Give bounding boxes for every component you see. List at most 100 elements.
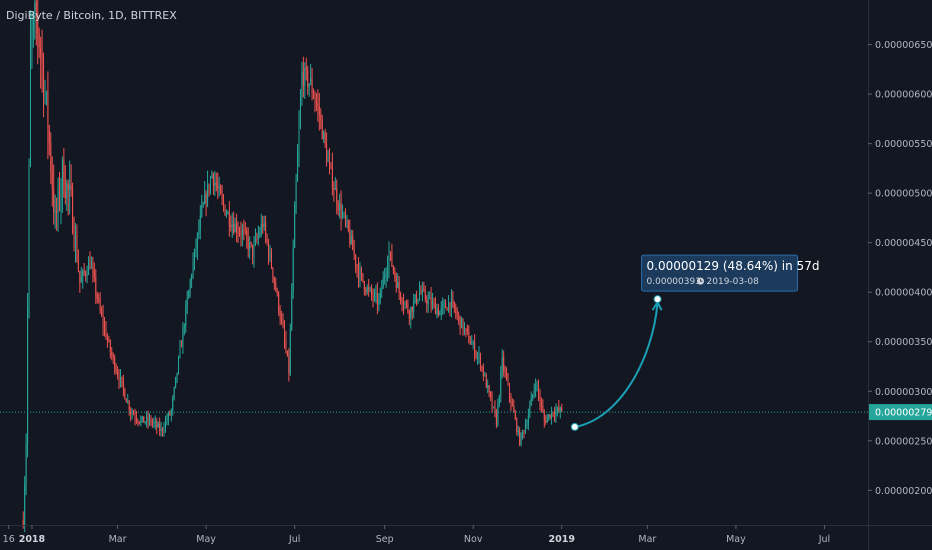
candle-body [298, 125, 300, 154]
candle-body [508, 383, 510, 396]
candle-body [437, 309, 439, 316]
candle-body [227, 212, 229, 214]
candle-body [285, 340, 287, 351]
candle-body [205, 194, 207, 204]
candle-body [491, 397, 493, 408]
candle-body [262, 223, 264, 227]
candle-body [400, 293, 402, 301]
candle-body [519, 429, 521, 445]
candle-body [458, 315, 460, 317]
candle-body [497, 403, 499, 425]
candle-body [111, 352, 113, 356]
candle-body [66, 183, 68, 199]
candle-body [252, 244, 254, 258]
candle-body [114, 357, 116, 370]
candle-body [334, 188, 336, 191]
candle-body [220, 186, 222, 194]
candle-body [511, 404, 513, 406]
candle-body [421, 289, 423, 294]
candle-body [77, 259, 79, 271]
candle-body [522, 431, 524, 433]
candle-body [215, 182, 217, 186]
candle-body [344, 213, 346, 222]
candle-body [109, 340, 111, 353]
candle-body [34, 2, 36, 16]
candle-body [99, 299, 101, 311]
candle-body [211, 173, 213, 178]
candle-body [47, 92, 49, 130]
candle-body [198, 229, 200, 234]
candle-body [233, 224, 235, 233]
candle-body [144, 421, 146, 423]
candle-body [330, 163, 332, 167]
candle-body [314, 97, 316, 102]
candle-body [468, 331, 470, 343]
candle-body [471, 343, 473, 345]
x-tick-label: Sep [376, 534, 394, 545]
x-tick-label: May [726, 534, 746, 545]
candle-body [131, 413, 133, 415]
candle-body [366, 287, 368, 292]
y-tick-label: 0.00000600 [875, 90, 932, 101]
candle-body [257, 235, 259, 239]
candle-body [456, 313, 458, 316]
candle-body [561, 407, 563, 412]
candle-body [54, 211, 56, 213]
candle-body [375, 292, 377, 294]
projection-curve[interactable] [574, 303, 659, 428]
candle-body [517, 429, 519, 432]
candle-body [283, 327, 285, 341]
candle-body [160, 428, 162, 431]
candle-body [189, 280, 191, 291]
candle-body [25, 443, 27, 485]
candle-body [179, 346, 181, 358]
candle-body [101, 310, 103, 315]
candle-body [546, 417, 548, 423]
candle-body [529, 405, 531, 416]
candle-body [89, 262, 91, 269]
projection-end-handle[interactable] [653, 295, 662, 304]
candle-body [442, 304, 444, 308]
candle-body [38, 33, 40, 48]
candle-body [73, 232, 75, 246]
candle-body [228, 212, 230, 226]
candle-body [127, 401, 129, 403]
candle-body [29, 35, 31, 166]
candle-body [164, 421, 166, 429]
candle-body [61, 159, 63, 190]
candle-body [552, 412, 554, 414]
candle-body [479, 355, 481, 367]
candle-body [44, 93, 46, 99]
candle-body [340, 202, 342, 218]
candle-body [243, 229, 245, 231]
candle-body [24, 484, 26, 526]
candle-body [299, 98, 301, 126]
candle-body [231, 224, 233, 228]
candle-body [485, 374, 487, 388]
candle-body [488, 385, 490, 393]
candle-body [230, 225, 232, 228]
candle-body [323, 132, 325, 140]
candle-body [79, 270, 81, 283]
candle-body [461, 318, 463, 329]
x-tick-label: 16 [3, 534, 15, 545]
candle-body [282, 320, 284, 328]
candle-body [455, 309, 457, 314]
candle-body [391, 251, 393, 266]
candle-body [70, 184, 72, 190]
candle-body [35, 2, 37, 12]
candle-body [397, 282, 399, 288]
candle-body [253, 243, 255, 258]
candle-body [121, 376, 123, 381]
candle-body [53, 189, 55, 213]
candle-body [371, 288, 373, 295]
candle-body [304, 67, 306, 87]
projection-start-handle[interactable] [570, 422, 579, 431]
candle-body [138, 421, 140, 423]
candle-body [350, 236, 352, 244]
candle-body [315, 101, 317, 104]
candle-body [373, 293, 375, 298]
candle-body [301, 71, 303, 99]
